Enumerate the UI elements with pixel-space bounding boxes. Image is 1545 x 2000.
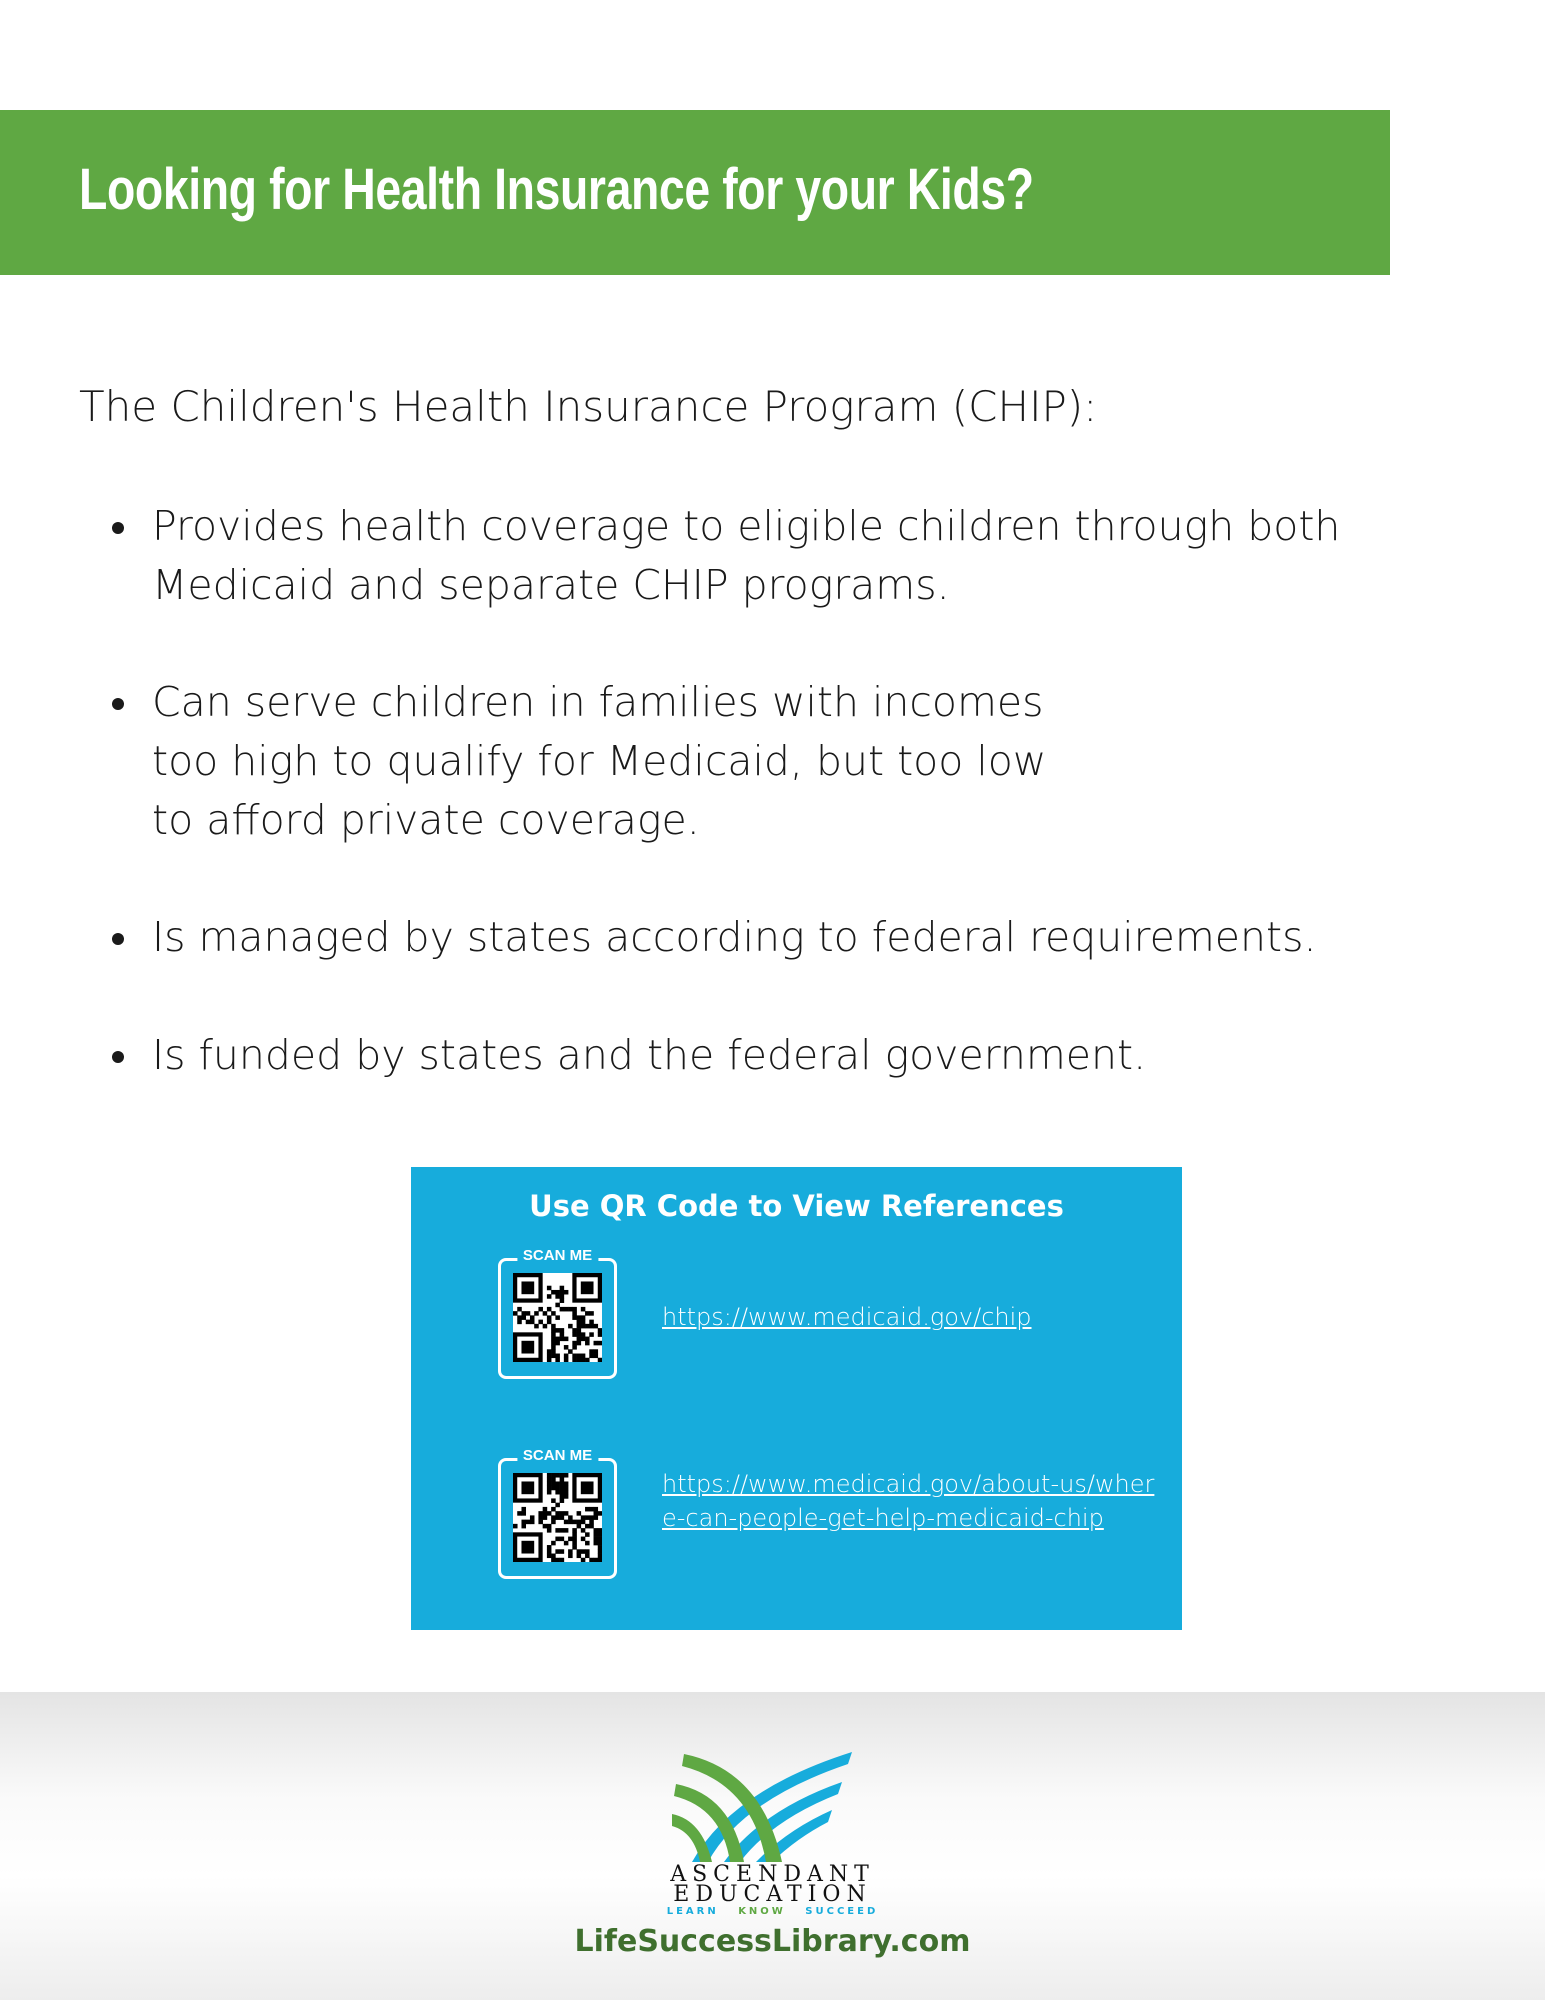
website-link[interactable]: LifeSuccessLibrary.com	[574, 1924, 971, 1959]
reference-link-1[interactable]: https://www.medicaid.gov/chip	[662, 1303, 1032, 1331]
bullet-icon	[112, 522, 124, 534]
footer: ASCENDANT EDUCATION LEARN KNOW SUCCEED L…	[0, 1692, 1545, 2000]
references-title: Use QR Code to View References	[529, 1189, 1064, 1223]
reference-link-2[interactable]: https://www.medicaid.gov/about-us/where-…	[662, 1470, 1155, 1532]
page-title: Looking for Health Insurance for your Ki…	[79, 157, 1034, 222]
intro-text: The Children's Health Insurance Program …	[79, 382, 1098, 431]
qr-code-1: SCAN ME	[498, 1247, 617, 1379]
bullet-text: Provides health coverage to eligible chi…	[152, 502, 1341, 609]
bullet-text: Can serve children in families with inco…	[152, 678, 1047, 844]
bullet-icon	[112, 933, 124, 945]
bullet-text: Is managed by states according to federa…	[152, 913, 1317, 961]
scan-me-label: SCAN ME	[516, 1447, 599, 1464]
list-item: Is funded by states and the federal gove…	[0, 1026, 1420, 1085]
ascendant-education-logo	[672, 1752, 852, 1862]
brand-name-2: EDUCATION	[673, 1882, 872, 1907]
list-item: Is managed by states according to federa…	[0, 908, 1420, 967]
brand-name: ASCENDANT	[670, 1862, 875, 1887]
list-item: Can serve children in families with inco…	[0, 673, 1072, 850]
bullet-text: Is funded by states and the federal gove…	[152, 1031, 1147, 1079]
qr-code-2: SCAN ME	[498, 1447, 617, 1579]
tagline-learn: LEARN	[666, 1906, 719, 1917]
qr-code-icon	[513, 1273, 602, 1362]
header-banner: Looking for Health Insurance for your Ki…	[0, 110, 1390, 275]
bullet-icon	[112, 1051, 124, 1063]
references-box: Use QR Code to View References SCAN ME h…	[411, 1167, 1182, 1630]
scan-me-label: SCAN ME	[516, 1247, 599, 1264]
tagline-succeed: SUCCEED	[805, 1906, 879, 1917]
qr-code-icon	[513, 1473, 602, 1562]
bullet-list: Provides health coverage to eligible chi…	[0, 497, 1420, 1143]
tagline: LEARN KNOW SUCCEED	[0, 1906, 1545, 1917]
bullet-icon	[112, 698, 124, 710]
tagline-know: KNOW	[738, 1906, 786, 1917]
list-item: Provides health coverage to eligible chi…	[0, 497, 1420, 615]
